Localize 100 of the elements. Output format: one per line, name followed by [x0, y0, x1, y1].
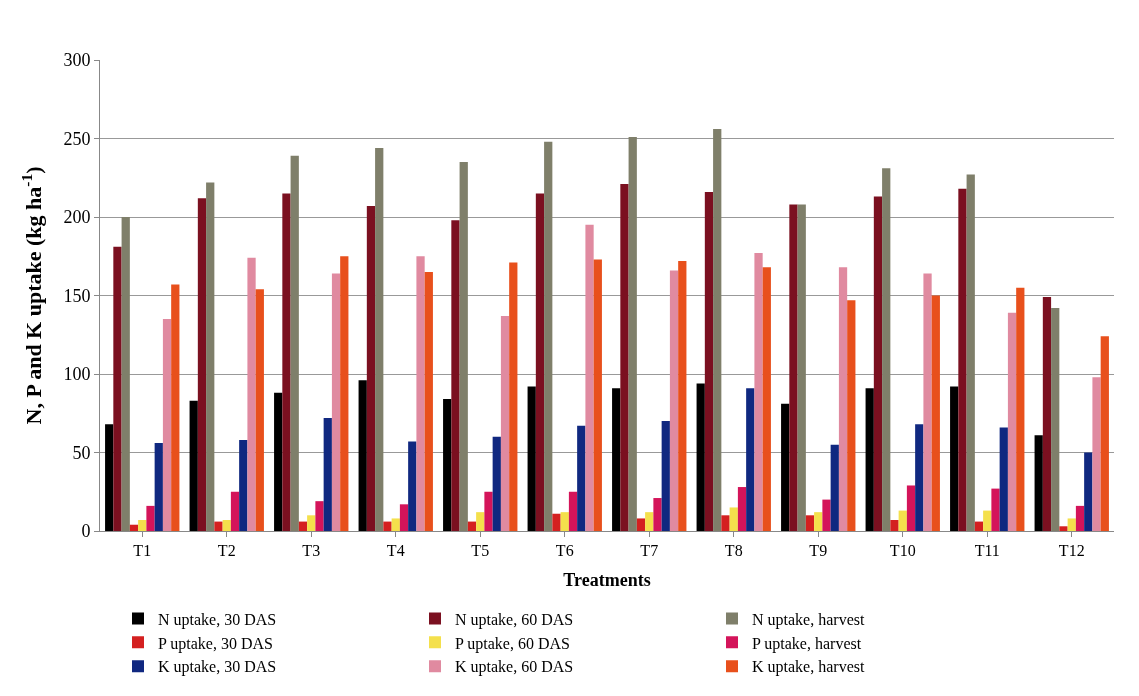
bar: [653, 498, 662, 531]
x-tick-label: T12: [1058, 542, 1085, 560]
bar: [781, 403, 790, 531]
x-tick-label: T5: [471, 542, 490, 560]
bar: [331, 273, 341, 531]
y-tick-label: 150: [63, 285, 91, 306]
bar: [805, 515, 815, 531]
bar: [399, 504, 409, 531]
bar: [255, 289, 264, 531]
bar: [121, 217, 130, 531]
bar: [915, 424, 924, 531]
bar: [1092, 377, 1101, 531]
bar: [358, 380, 367, 531]
legend-label: K uptake, 60 DAS: [455, 658, 574, 677]
bar: [222, 520, 231, 531]
bar: [443, 399, 452, 531]
bar: [620, 184, 629, 531]
bar: [138, 520, 147, 531]
bar: [366, 206, 376, 531]
x-tick-label: T11: [974, 542, 1000, 560]
x-tick-label: T4: [386, 542, 405, 560]
bar: [847, 300, 856, 531]
bar: [814, 512, 823, 531]
bar: [467, 521, 477, 531]
bar: [162, 319, 172, 531]
x-tick-label: T6: [555, 542, 574, 560]
bar: [197, 198, 207, 531]
bar: [105, 424, 114, 531]
bar: [593, 259, 602, 531]
bar: [527, 386, 536, 531]
y-tick-label: 200: [63, 207, 91, 228]
bar: [1042, 297, 1052, 531]
bar: [247, 257, 256, 531]
bar: [146, 505, 155, 531]
bar: [544, 141, 553, 531]
bar: [754, 253, 763, 531]
bar: [958, 188, 967, 531]
x-tick-label: T1: [133, 542, 152, 560]
legend-label: P uptake, harvest: [752, 634, 862, 653]
bar: [661, 421, 670, 531]
y-tick-label: 250: [63, 128, 91, 149]
bar: [797, 204, 806, 531]
bar: [535, 193, 545, 531]
bar: [696, 383, 705, 531]
y-tick-label: 50: [72, 442, 91, 463]
bar: [636, 518, 646, 531]
bar: [375, 147, 384, 531]
bar: [476, 512, 485, 531]
bar: [923, 273, 932, 531]
bar: [290, 155, 299, 531]
x-tick-label: T7: [640, 542, 659, 560]
bar: [416, 256, 425, 531]
bar: [239, 439, 248, 531]
bar: [1051, 308, 1060, 531]
bar: [552, 513, 561, 531]
bar: [898, 510, 907, 531]
bar: [408, 441, 417, 531]
bar: [974, 521, 984, 531]
bar: [950, 386, 959, 531]
bar: [1034, 435, 1043, 531]
legend-label: N uptake, 60 DAS: [455, 610, 574, 629]
bar: [865, 388, 874, 531]
bar: [307, 515, 316, 531]
bar: [459, 162, 468, 531]
bar: [906, 485, 916, 531]
bar: [171, 284, 180, 531]
bar: [838, 267, 848, 531]
bar: [762, 267, 771, 531]
x-axis-title: Treatments: [563, 570, 651, 591]
bar: [789, 204, 798, 531]
bar: [1067, 518, 1076, 531]
bar: [230, 491, 240, 531]
legend-label: K uptake, harvest: [752, 658, 865, 677]
x-tick-label: T9: [809, 542, 828, 560]
bar: [451, 220, 460, 531]
bar: [729, 507, 738, 531]
bar: [274, 392, 283, 531]
bar: [560, 512, 569, 531]
x-tick-label: T8: [724, 542, 743, 560]
bar: [966, 174, 975, 531]
bar: [1059, 526, 1068, 531]
bar: [645, 512, 654, 531]
bar: [315, 501, 324, 531]
bar: [678, 260, 687, 531]
bar: [999, 427, 1008, 531]
bar: [568, 491, 578, 531]
bar: [713, 129, 722, 531]
bar: [882, 168, 891, 531]
bar: [1007, 312, 1017, 531]
legend-label: K uptake, 30 DAS: [158, 658, 277, 677]
bar: [830, 444, 839, 531]
legend-label: P uptake, 30 DAS: [158, 634, 273, 653]
bar: [424, 271, 433, 531]
bar: [509, 262, 518, 531]
bar: [931, 295, 940, 531]
bar: [612, 388, 621, 531]
bar: [577, 425, 586, 531]
bar: [585, 224, 594, 531]
bar: [873, 196, 883, 531]
bar: [628, 136, 637, 531]
